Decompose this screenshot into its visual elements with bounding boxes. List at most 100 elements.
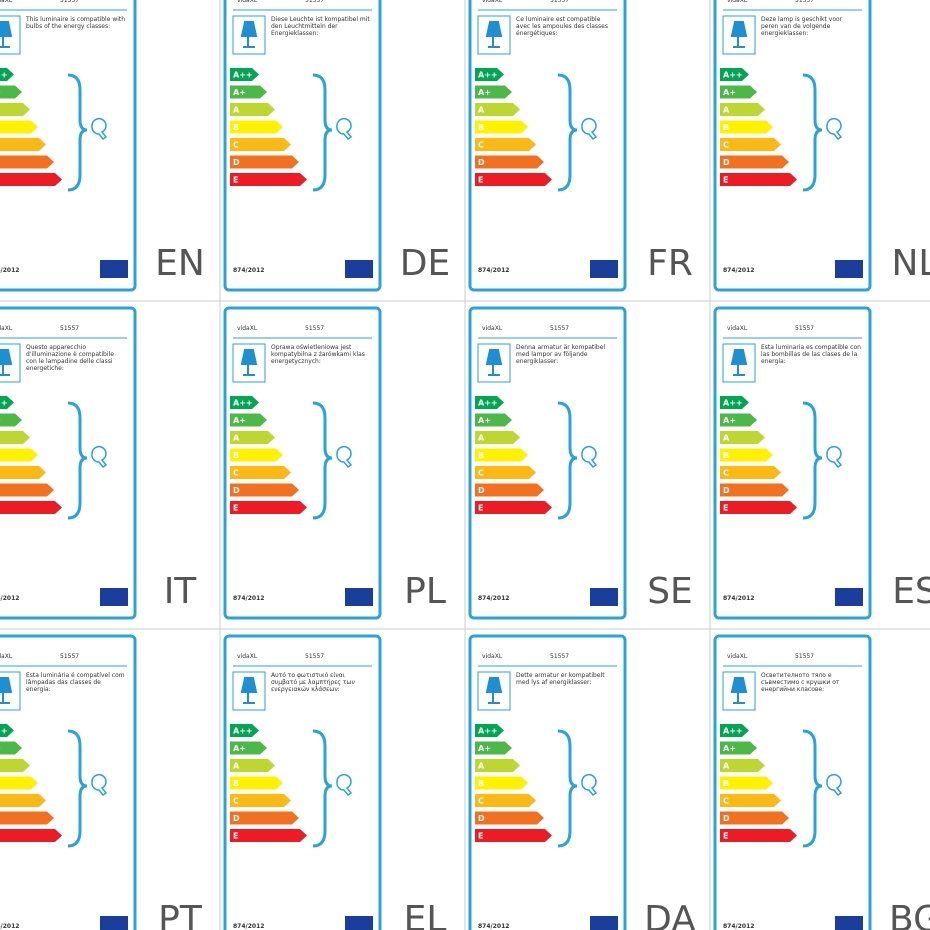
class-label: C bbox=[478, 797, 484, 806]
class-label: A++ bbox=[0, 727, 8, 736]
label-frame bbox=[0, 306, 137, 620]
model: 51557 bbox=[60, 0, 79, 4]
language-code: DE bbox=[400, 243, 450, 284]
brand: vidaXL bbox=[482, 0, 503, 4]
class-arrow bbox=[0, 103, 30, 116]
class-label: A bbox=[233, 762, 240, 771]
energy-label: vidaXL 51557 Oprawa oświetleniowa jest kom… bbox=[223, 306, 382, 620]
energy-label: vidaXL 51557 Esta luminaria es compatible … bbox=[713, 306, 872, 620]
description-box: Diese Leuchte ist kompatibel mit den Leu… bbox=[271, 16, 370, 37]
description: Esta luminaria es compatible con las bom… bbox=[761, 344, 861, 365]
brand: vidaXL bbox=[482, 325, 503, 332]
class-arrow bbox=[720, 483, 789, 497]
model: 51557 bbox=[550, 0, 569, 4]
class-label: A+ bbox=[478, 88, 491, 97]
label-frame bbox=[713, 0, 872, 292]
brand: vidaXL bbox=[727, 653, 748, 660]
class-arrow bbox=[475, 431, 520, 444]
class-label: E bbox=[233, 504, 238, 513]
class-label: C bbox=[723, 141, 729, 150]
model: 51557 bbox=[550, 653, 569, 660]
energy-label: vidaXL 51557 Deze lamp is geschikt voor pe… bbox=[713, 0, 872, 292]
description: Dette armatur er kompatibelt med lys af … bbox=[516, 672, 605, 686]
class-arrow bbox=[475, 724, 504, 737]
lamp-icon bbox=[485, 677, 503, 704]
class-arrow bbox=[720, 413, 757, 427]
description-box: Esta luminária é compatível com lâmpadas… bbox=[26, 672, 125, 693]
class-label: A++ bbox=[233, 71, 253, 80]
class-arrow bbox=[230, 103, 275, 116]
class-arrow bbox=[0, 829, 62, 842]
class-label: D bbox=[233, 486, 240, 495]
class-label: E bbox=[478, 832, 483, 841]
class-label: B bbox=[233, 123, 239, 132]
energy-label: vidaXL 51557 Diese Leuchte ist kompatibel … bbox=[223, 0, 382, 292]
class-arrow bbox=[0, 724, 14, 737]
class-arrow bbox=[230, 431, 275, 444]
model: 51557 bbox=[60, 653, 79, 660]
class-arrow bbox=[230, 155, 299, 169]
class-arrow bbox=[230, 138, 291, 151]
brand: vidaXL bbox=[727, 0, 748, 4]
regulation: 874/2012 bbox=[0, 595, 19, 602]
class-arrow bbox=[720, 85, 757, 99]
class-label: E bbox=[723, 504, 728, 513]
class-arrow bbox=[475, 103, 520, 116]
class-arrow bbox=[475, 68, 504, 81]
class-arrow bbox=[720, 155, 789, 169]
regulation: 874/2012 bbox=[233, 595, 264, 602]
eu-flag bbox=[835, 588, 863, 606]
class-label: C bbox=[723, 797, 729, 806]
class-arrow bbox=[230, 794, 291, 807]
class-label: B bbox=[723, 779, 729, 788]
class-arrow bbox=[0, 155, 54, 169]
regulation: 874/2012 bbox=[233, 923, 264, 930]
class-label: A+ bbox=[0, 744, 1, 753]
class-label: D bbox=[233, 814, 240, 823]
language-code: NL bbox=[892, 243, 930, 284]
class-arrow bbox=[0, 794, 46, 807]
label-frame bbox=[223, 0, 382, 292]
description-box: Ce luminaire est compatible avec les amp… bbox=[516, 16, 608, 37]
regulation: 874/2012 bbox=[723, 595, 754, 602]
language-code: PT bbox=[158, 899, 203, 930]
language-code: FR bbox=[647, 243, 693, 284]
bulb-icon bbox=[581, 773, 598, 797]
bulb-icon bbox=[91, 117, 108, 141]
language-code: ES bbox=[892, 571, 930, 612]
model: 51557 bbox=[305, 325, 324, 332]
lamp-icon bbox=[240, 349, 258, 376]
bulb-icon bbox=[336, 117, 353, 141]
class-label: B bbox=[723, 123, 729, 132]
class-label: A+ bbox=[723, 744, 736, 753]
class-arrow bbox=[475, 138, 536, 151]
class-arrow bbox=[475, 794, 536, 807]
brand: vidaXL bbox=[0, 325, 13, 332]
bulb-icon bbox=[336, 445, 353, 469]
class-label: E bbox=[478, 504, 483, 513]
model: 51557 bbox=[305, 653, 324, 660]
lamp-icon bbox=[485, 349, 503, 376]
brace bbox=[802, 73, 823, 192]
class-label: A++ bbox=[0, 399, 8, 408]
class-arrow bbox=[475, 466, 536, 479]
description: Diese Leuchte ist kompatibel mit den Leu… bbox=[271, 16, 370, 37]
bulb-icon bbox=[336, 773, 353, 797]
model: 51557 bbox=[795, 325, 814, 332]
class-arrow bbox=[720, 173, 797, 186]
model: 51557 bbox=[305, 0, 324, 4]
class-arrow bbox=[475, 776, 528, 790]
class-label: B bbox=[478, 779, 484, 788]
class-arrow bbox=[0, 501, 62, 514]
class-label: E bbox=[233, 176, 238, 185]
description-box: Осветителното тяло е съвместимо с крушки… bbox=[761, 672, 839, 693]
class-arrow bbox=[0, 741, 22, 755]
class-arrow bbox=[475, 120, 528, 134]
eu-flag bbox=[100, 916, 128, 930]
description-box: This luminaire is compatible with bulbs … bbox=[26, 16, 125, 30]
class-label: D bbox=[233, 158, 240, 167]
language-code: BG bbox=[889, 899, 930, 930]
class-arrow bbox=[720, 776, 773, 790]
language-code: EN bbox=[155, 243, 205, 284]
class-label: A bbox=[233, 106, 240, 115]
